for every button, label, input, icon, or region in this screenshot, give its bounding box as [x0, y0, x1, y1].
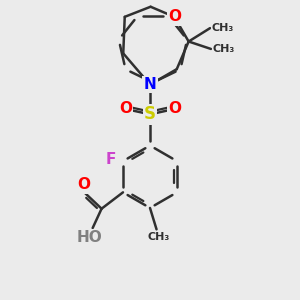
Text: S: S — [144, 105, 156, 123]
Text: HO: HO — [76, 230, 102, 245]
Text: O: O — [168, 9, 181, 24]
Text: O: O — [77, 177, 91, 192]
Text: O: O — [168, 101, 181, 116]
Text: CH₃: CH₃ — [212, 23, 234, 33]
Text: F: F — [105, 152, 116, 167]
Text: N: N — [144, 77, 156, 92]
Text: CH₃: CH₃ — [212, 44, 235, 54]
Text: O: O — [119, 101, 132, 116]
Text: CH₃: CH₃ — [148, 232, 170, 242]
